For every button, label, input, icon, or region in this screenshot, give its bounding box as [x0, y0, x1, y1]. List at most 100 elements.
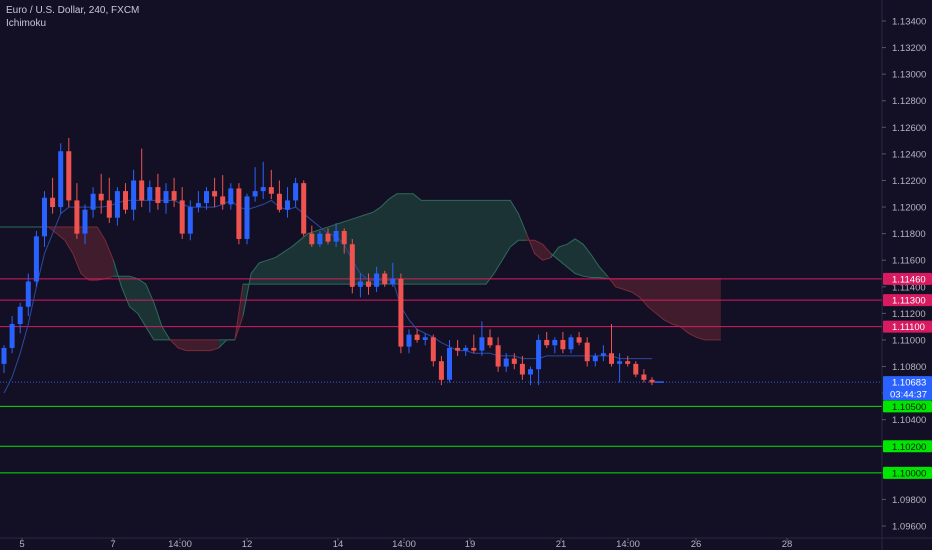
candle[interactable]: [333, 223, 339, 247]
candle[interactable]: [625, 355, 631, 367]
candle-body: [179, 200, 185, 234]
candle[interactable]: [147, 180, 153, 213]
candle[interactable]: [276, 180, 282, 213]
candle[interactable]: [544, 331, 550, 348]
candle[interactable]: [584, 337, 590, 367]
candle[interactable]: [495, 337, 501, 372]
candle[interactable]: [414, 329, 420, 343]
candle[interactable]: [220, 175, 226, 210]
candle[interactable]: [123, 183, 128, 214]
candle[interactable]: [268, 169, 274, 200]
candle-body: [495, 345, 501, 367]
candle[interactable]: [649, 377, 655, 386]
support-price-tag[interactable]: 1.10500: [883, 400, 932, 413]
candle[interactable]: [163, 183, 169, 214]
candle[interactable]: [131, 169, 137, 221]
candle[interactable]: [33, 230, 39, 287]
symbol-title[interactable]: Euro / U.S. Dollar, 240, FXCM: [6, 5, 140, 16]
candle[interactable]: [455, 339, 461, 356]
candle[interactable]: [487, 329, 493, 348]
candle[interactable]: [74, 183, 80, 239]
candle[interactable]: [204, 187, 209, 210]
candle[interactable]: [58, 143, 64, 214]
candle[interactable]: [17, 302, 23, 334]
candle[interactable]: [260, 161, 266, 200]
candle[interactable]: [600, 345, 606, 362]
cloud-bullish-segment: [243, 193, 527, 316]
candle[interactable]: [66, 137, 72, 208]
candle[interactable]: [244, 193, 250, 245]
candle[interactable]: [252, 167, 258, 202]
candle[interactable]: [357, 273, 363, 298]
candle[interactable]: [536, 334, 542, 386]
candle[interactable]: [398, 273, 404, 354]
chart-legend: Euro / U.S. Dollar, 240, FXCM Ichimoku: [6, 4, 139, 30]
candle[interactable]: [511, 353, 517, 370]
resistance-price-tag[interactable]: 1.11460: [883, 272, 932, 286]
candle[interactable]: [528, 366, 533, 386]
candle[interactable]: [90, 187, 96, 218]
candle[interactable]: [609, 324, 614, 367]
indicator-label[interactable]: Ichimoku: [6, 18, 47, 29]
candle[interactable]: [374, 266, 380, 293]
candle[interactable]: [139, 148, 145, 208]
candle[interactable]: [285, 187, 290, 218]
candle[interactable]: [301, 180, 307, 237]
candle[interactable]: [9, 316, 15, 354]
candle-body: [325, 233, 331, 242]
candle[interactable]: [576, 331, 582, 346]
candle[interactable]: [50, 177, 56, 214]
candle[interactable]: [42, 191, 47, 247]
candle[interactable]: [568, 334, 574, 354]
candle[interactable]: [633, 361, 639, 378]
candle[interactable]: [641, 369, 647, 383]
candle[interactable]: [98, 173, 104, 214]
candle[interactable]: [195, 191, 201, 213]
candle[interactable]: [236, 183, 242, 245]
candle[interactable]: [422, 333, 428, 346]
candle[interactable]: [519, 355, 525, 380]
candle[interactable]: [479, 321, 485, 356]
candle[interactable]: [592, 353, 598, 367]
current-price-tag-bg: [883, 376, 932, 401]
candle-body: [106, 200, 112, 218]
support-price-tag[interactable]: 1.10200: [883, 440, 932, 453]
candle[interactable]: [212, 177, 218, 208]
candle[interactable]: [293, 177, 299, 208]
candle[interactable]: [155, 173, 161, 210]
candle[interactable]: [325, 228, 331, 245]
candle[interactable]: [390, 262, 396, 287]
candle[interactable]: [341, 228, 347, 254]
candle[interactable]: [317, 230, 323, 247]
candle[interactable]: [228, 183, 234, 210]
candle[interactable]: [309, 225, 315, 247]
candle[interactable]: [1, 345, 7, 374]
candle[interactable]: [106, 177, 112, 223]
candle[interactable]: [25, 273, 31, 317]
candle[interactable]: [560, 331, 566, 354]
candle[interactable]: [617, 353, 623, 383]
candle[interactable]: [179, 187, 185, 239]
candle[interactable]: [447, 339, 452, 383]
candle[interactable]: [171, 177, 177, 208]
candle[interactable]: [463, 345, 469, 356]
candle[interactable]: [438, 355, 444, 386]
candle[interactable]: [471, 334, 477, 354]
candle[interactable]: [349, 238, 355, 294]
resistance-price-tag[interactable]: 1.11300: [883, 294, 932, 307]
candle[interactable]: [366, 273, 371, 295]
resistance-price-tag[interactable]: 1.11100: [883, 320, 932, 334]
candle[interactable]: [406, 329, 412, 354]
x-tick-label: 28: [782, 539, 793, 550]
candle[interactable]: [430, 334, 436, 367]
candle[interactable]: [382, 270, 388, 287]
candle-body: [374, 273, 380, 287]
candle[interactable]: [552, 337, 558, 354]
candle[interactable]: [114, 187, 120, 226]
candle[interactable]: [187, 200, 193, 241]
support-price-tag[interactable]: 1.10000: [883, 466, 932, 480]
candle[interactable]: [82, 204, 88, 245]
candle[interactable]: [503, 353, 509, 372]
